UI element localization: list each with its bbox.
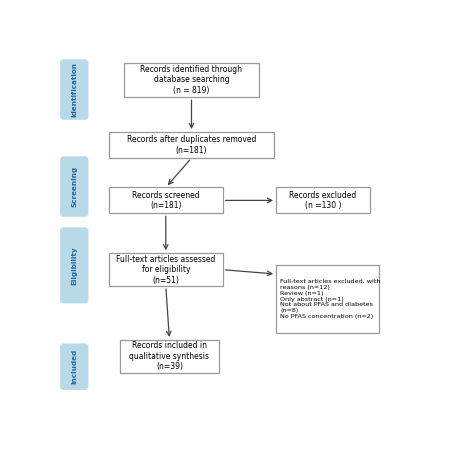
FancyBboxPatch shape xyxy=(61,344,88,389)
FancyBboxPatch shape xyxy=(109,187,223,213)
FancyBboxPatch shape xyxy=(61,60,88,119)
Text: Records identified through
database searching
(n = 819): Records identified through database sear… xyxy=(140,65,243,95)
FancyBboxPatch shape xyxy=(276,266,379,333)
Text: Identification: Identification xyxy=(71,62,77,117)
Text: Included: Included xyxy=(71,349,77,384)
FancyBboxPatch shape xyxy=(61,228,88,303)
FancyBboxPatch shape xyxy=(109,253,223,286)
Text: Records excluded
(n =130 ): Records excluded (n =130 ) xyxy=(289,191,356,210)
Text: Records screened
(n=181): Records screened (n=181) xyxy=(132,191,200,210)
FancyBboxPatch shape xyxy=(120,340,219,373)
Text: Screening: Screening xyxy=(71,166,77,207)
Text: Eligibility: Eligibility xyxy=(71,246,77,285)
Text: Records included in
qualitative synthesis
(n=39): Records included in qualitative synthesi… xyxy=(129,342,210,371)
Text: Records after duplicates removed
(n=181): Records after duplicates removed (n=181) xyxy=(127,135,256,155)
FancyBboxPatch shape xyxy=(124,63,259,97)
Text: Full-text articles assessed
for eligibility
(n=51): Full-text articles assessed for eligibil… xyxy=(116,255,216,284)
FancyBboxPatch shape xyxy=(276,187,370,213)
FancyBboxPatch shape xyxy=(61,157,88,216)
Text: Full-text articles excluded, with
reasons (n=12)
Review (n=1)
Only abstract (n=1: Full-text articles excluded, with reason… xyxy=(281,279,381,319)
FancyBboxPatch shape xyxy=(109,132,274,158)
